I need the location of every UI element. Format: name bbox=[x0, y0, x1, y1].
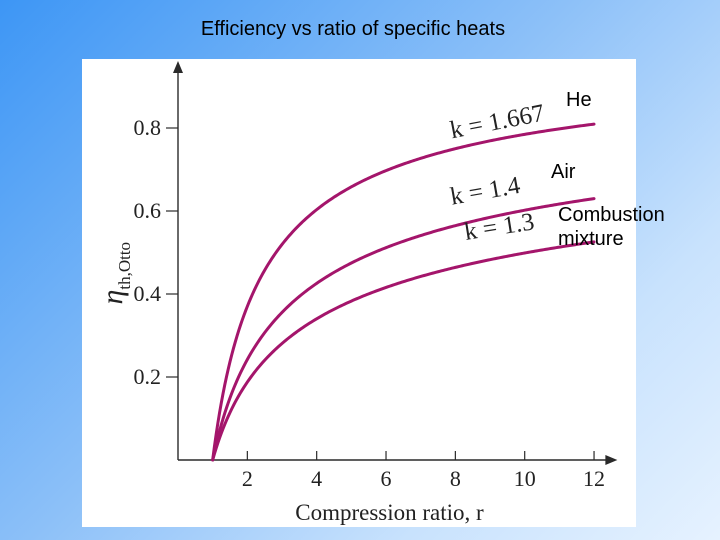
air-label: Air bbox=[551, 161, 576, 183]
x-axis-label: Compression ratio, r bbox=[295, 500, 484, 525]
combustion-mixture-label: Combustion mixture bbox=[558, 204, 665, 250]
chart-panel: 2 4 6 8 10 12 0.2 0.4 0.6 0.8 Compression ratio, r… bbox=[82, 59, 636, 527]
y-tick-label: 0.2 bbox=[134, 364, 162, 389]
series-line-k-1_667 bbox=[211, 122, 596, 462]
y-axis-arrow bbox=[173, 61, 183, 73]
x-tick-label: 10 bbox=[514, 466, 536, 491]
series-label-k-1_4: k = 1.4 bbox=[448, 172, 522, 211]
efficiency-chart: 2 4 6 8 10 12 0.2 0.4 0.6 0.8 Compression ratio, r… bbox=[96, 61, 618, 525]
series-line-k-1_4 bbox=[211, 197, 596, 462]
x-tick-label: 12 bbox=[583, 466, 605, 491]
y-tick-label: 0.4 bbox=[134, 281, 162, 306]
x-axis-arrow bbox=[605, 455, 618, 465]
series-line-k-1_3 bbox=[211, 240, 596, 462]
slide-title: Efficiency vs ratio of specific heats bbox=[200, 18, 506, 40]
x-tick-label: 4 bbox=[311, 466, 322, 491]
y-tick-label: 0.8 bbox=[134, 115, 162, 140]
series-label-k-1_3: k = 1.3 bbox=[462, 208, 536, 246]
x-tick-label: 8 bbox=[450, 466, 461, 491]
he-label: He bbox=[566, 89, 592, 111]
y-axis-label: ηth,Otto bbox=[96, 242, 134, 305]
y-tick-label: 0.6 bbox=[134, 198, 162, 223]
x-tick-label: 2 bbox=[242, 466, 253, 491]
series-label-k-1_667: k = 1.667 bbox=[448, 100, 547, 145]
x-tick-label: 6 bbox=[381, 466, 392, 491]
